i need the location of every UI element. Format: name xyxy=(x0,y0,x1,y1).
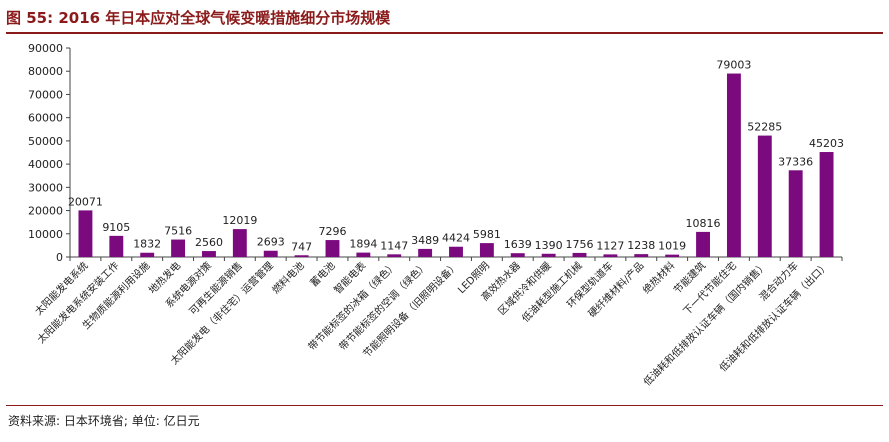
bar-value-label: 45203 xyxy=(809,137,844,150)
y-axis: 0 10000 20000 30000 40000 50000 60000 70000 8000… xyxy=(28,42,71,264)
bar xyxy=(263,250,278,257)
category-label: 太阳能发电系统 xyxy=(32,259,91,318)
bar xyxy=(479,243,494,257)
x-axis xyxy=(69,256,843,261)
bar xyxy=(294,255,309,257)
bar xyxy=(449,246,463,257)
category-label: 区域供冷和供暖 xyxy=(495,259,554,318)
bar-value-label: 1238 xyxy=(627,239,655,252)
bar xyxy=(634,254,649,257)
source-divider xyxy=(6,405,883,406)
bar-value-label: 20071 xyxy=(68,195,103,208)
bar-value-label: 12019 xyxy=(222,214,257,227)
bar-value-label: 2560 xyxy=(195,236,223,249)
category-label: 燃料电池 xyxy=(269,259,306,296)
bar xyxy=(665,254,680,257)
bar-value-label: 1127 xyxy=(596,239,624,252)
category-label: 下一代节能住宅 xyxy=(680,259,739,318)
bar xyxy=(572,252,587,257)
bar-value-label: 10816 xyxy=(686,217,721,230)
bar xyxy=(78,210,93,257)
y-tick-label: 50000 xyxy=(28,135,63,148)
source-note: 资料来源: 日本环境省; 单位: 亿日元 xyxy=(8,414,200,428)
bar xyxy=(726,73,741,257)
y-tick-label: 90000 xyxy=(28,42,63,55)
bar xyxy=(109,235,124,257)
bar-value-label: 37336 xyxy=(778,155,813,168)
y-tick-label: 70000 xyxy=(28,88,63,101)
bar xyxy=(387,254,402,257)
bar xyxy=(541,253,556,257)
category-label: 硬纤维材料/产品 xyxy=(585,259,646,320)
bar-value-label: 2693 xyxy=(257,236,285,249)
category-label: 绝热材料 xyxy=(640,259,677,296)
y-tick-label: 20000 xyxy=(28,205,63,218)
category-label: 可再生能源销售 xyxy=(186,259,245,318)
y-tick-label: 30000 xyxy=(28,181,63,194)
bar-value-label: 1894 xyxy=(349,238,377,251)
bar xyxy=(171,239,186,257)
bar-value-label: 1019 xyxy=(658,240,686,253)
category-labels: 太阳能发电系统太阳能发电系统安装工作生物质能源利用设施地热发电系统电源对策可再生… xyxy=(32,259,832,388)
bar-value-label: 747 xyxy=(291,240,312,253)
bar xyxy=(140,252,155,257)
y-tick-label: 10000 xyxy=(28,228,63,241)
bar-series xyxy=(78,73,834,257)
bar-value-label: 7516 xyxy=(164,225,192,238)
bar xyxy=(603,254,618,257)
bar xyxy=(356,252,371,257)
bar xyxy=(788,170,803,257)
bar xyxy=(819,152,834,257)
bar xyxy=(325,240,340,257)
bar-value-label: 3489 xyxy=(411,234,439,247)
figure-title: 图 55: 2016 年日本应对全球气候变暖措施细分市场规模 xyxy=(6,9,391,27)
bar-value-label: 1639 xyxy=(504,238,532,251)
bar-value-label: 79003 xyxy=(716,59,751,72)
y-tick-label: 60000 xyxy=(28,112,63,125)
bar xyxy=(757,135,772,257)
bar xyxy=(510,253,525,257)
y-tick-label: 0 xyxy=(56,251,63,264)
category-label: 蓄电池 xyxy=(307,259,337,289)
y-tick-label: 40000 xyxy=(28,158,63,171)
bar-value-label: 1147 xyxy=(380,239,408,252)
figure-header: 图 55: 2016 年日本应对全球气候变暖措施细分市场规模 xyxy=(6,6,883,30)
bar xyxy=(696,231,710,257)
bar xyxy=(232,229,247,257)
bar-value-label: 52285 xyxy=(747,121,782,134)
bar-value-label: 9105 xyxy=(102,221,130,234)
bar-value-label: 1390 xyxy=(535,239,563,252)
bar-value-label: 7296 xyxy=(318,225,346,238)
bar-value-label: 1832 xyxy=(133,238,161,251)
bar xyxy=(202,251,216,257)
bar-value-label: 4424 xyxy=(442,232,470,245)
bar xyxy=(418,248,433,257)
y-tick-label: 80000 xyxy=(28,65,63,78)
category-label: 低油耗和低排放认证车辆（出口） xyxy=(716,259,831,374)
title-divider xyxy=(6,32,883,34)
bar-value-label: 1756 xyxy=(566,238,594,251)
bar-value-label: 5981 xyxy=(473,228,501,241)
